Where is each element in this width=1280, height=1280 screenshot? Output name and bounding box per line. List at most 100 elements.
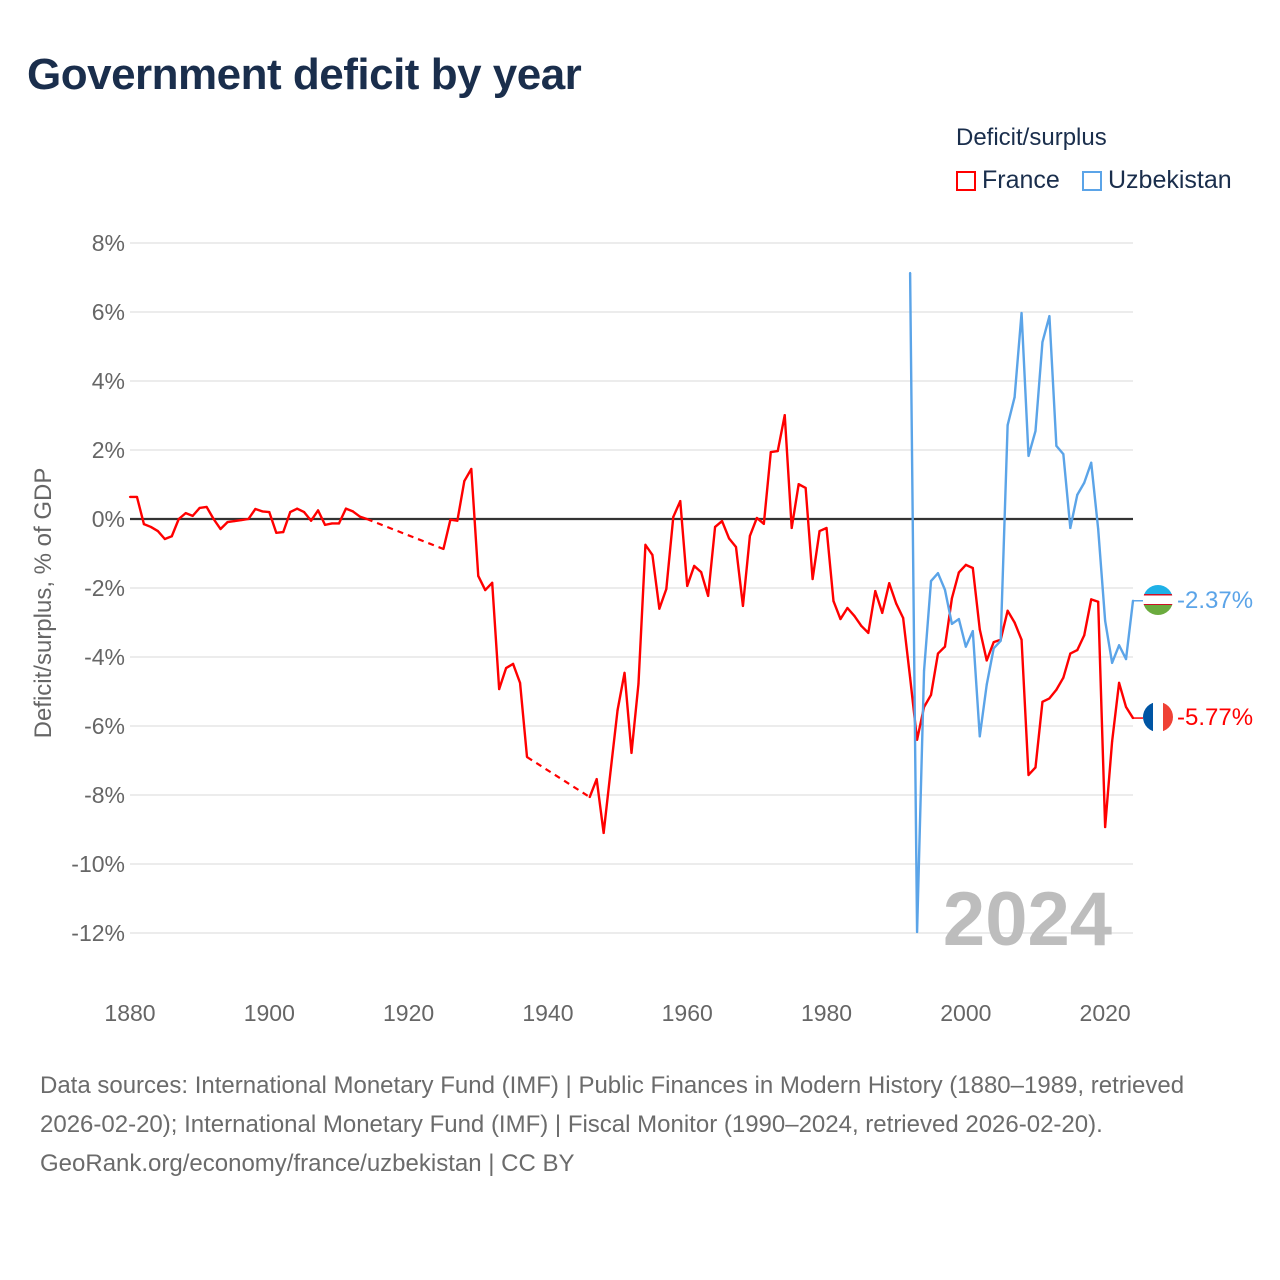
data-point-uzbekistan bbox=[929, 580, 933, 583]
data-point-france bbox=[156, 529, 159, 533]
data-point-france bbox=[588, 795, 591, 799]
data-point-france bbox=[518, 681, 522, 684]
data-point-france bbox=[456, 519, 459, 522]
data-point-uzbekistan bbox=[978, 735, 981, 738]
source-credit-link[interactable]: GeoRank.org/economy/france/uzbekistan | … bbox=[40, 1150, 575, 1177]
data-point-france bbox=[344, 507, 348, 510]
legend-label-france: France bbox=[982, 166, 1060, 194]
data-point-uzbekistan bbox=[1055, 444, 1058, 447]
data-point-france bbox=[254, 507, 257, 511]
data-point-france bbox=[888, 582, 891, 585]
data-point-france bbox=[971, 566, 974, 570]
data-point-france bbox=[1131, 716, 1135, 720]
data-point-france bbox=[707, 594, 710, 598]
data-point-france bbox=[1006, 609, 1009, 612]
data-point-france bbox=[755, 516, 758, 520]
data-point-france bbox=[769, 450, 772, 454]
data-point-france bbox=[1069, 652, 1072, 655]
data-point-france bbox=[867, 631, 870, 634]
x-tick-label: 1980 bbox=[801, 1000, 852, 1026]
footer: Data sources: International Monetary Fun… bbox=[40, 1066, 1240, 1183]
data-point-france bbox=[296, 507, 299, 510]
data-point-france bbox=[358, 515, 361, 518]
data-point-france bbox=[679, 499, 682, 503]
x-tick-label: 1920 bbox=[383, 1000, 434, 1026]
data-point-france bbox=[609, 769, 612, 772]
data-point-uzbekistan bbox=[992, 647, 995, 650]
data-point-france bbox=[491, 581, 494, 584]
data-point-uzbekistan bbox=[1041, 340, 1044, 344]
data-point-france bbox=[762, 522, 765, 525]
data-point-france bbox=[651, 553, 654, 556]
data-point-france bbox=[205, 505, 208, 509]
data-point-france bbox=[163, 537, 166, 541]
legend-item-france[interactable]: France bbox=[956, 166, 1060, 195]
data-point-france bbox=[595, 778, 598, 781]
data-point-france bbox=[240, 518, 243, 522]
data-point-france bbox=[929, 693, 933, 697]
data-point-uzbekistan bbox=[1048, 315, 1051, 318]
data-point-france bbox=[233, 519, 236, 523]
data-point-uzbekistan bbox=[1083, 481, 1086, 484]
data-point-france bbox=[261, 510, 264, 513]
data-point-france bbox=[644, 543, 647, 546]
legend-label-uzbekistan: Uzbekistan bbox=[1108, 166, 1232, 194]
data-point-france bbox=[964, 563, 967, 566]
y-axis-ticks: 8% 6% 4% 2% 0% -2% -4% -6% -8% -10% -12% bbox=[71, 230, 125, 946]
data-point-uzbekistan bbox=[922, 669, 926, 672]
data-point-uzbekistan bbox=[971, 630, 974, 633]
data-point-france bbox=[177, 517, 180, 521]
data-point-france bbox=[957, 571, 960, 574]
data-point-france bbox=[1020, 638, 1023, 641]
data-point-uzbekistan bbox=[950, 622, 954, 625]
data-point-france bbox=[1048, 697, 1051, 700]
data-point-france bbox=[902, 616, 905, 620]
x-tick-label: 1940 bbox=[522, 1000, 573, 1026]
data-point-uzbekistan bbox=[1034, 429, 1037, 433]
data-point-france bbox=[978, 628, 981, 631]
data-point-uzbekistan bbox=[1124, 657, 1128, 661]
data-point-uzbekistan bbox=[1097, 527, 1100, 531]
data-point-uzbekistan bbox=[1013, 396, 1016, 399]
data-point-france bbox=[797, 483, 800, 486]
data-point-france bbox=[1083, 634, 1086, 637]
x-tick-label: 1960 bbox=[662, 1000, 713, 1026]
legend-item-uzbekistan[interactable]: Uzbekistan bbox=[1082, 166, 1232, 195]
data-point-france bbox=[470, 467, 473, 471]
series-gap-france bbox=[366, 517, 444, 551]
data-point-france bbox=[1090, 598, 1093, 601]
data-point-france bbox=[727, 537, 731, 540]
data-point-france bbox=[602, 831, 605, 835]
legend-swatch-uzbekistan bbox=[1082, 170, 1102, 191]
data-point-france bbox=[282, 531, 285, 534]
data-point-france bbox=[337, 522, 341, 525]
data-point-france bbox=[686, 584, 689, 588]
y-tick-label: 0% bbox=[92, 506, 125, 532]
data-point-france bbox=[525, 755, 529, 759]
data-point-uzbekistan bbox=[1104, 619, 1107, 622]
data-point-france bbox=[1117, 681, 1121, 684]
data-point-france bbox=[1034, 766, 1037, 769]
data-point-uzbekistan bbox=[985, 683, 988, 686]
data-point-france bbox=[936, 652, 940, 655]
data-point-france bbox=[142, 523, 146, 526]
uzbekistan-end-label: -2.37% bbox=[1177, 587, 1253, 614]
data-point-france bbox=[992, 641, 995, 644]
y-tick-label: -6% bbox=[84, 713, 125, 739]
data-point-france bbox=[720, 519, 724, 523]
data-point-france bbox=[226, 521, 229, 524]
x-tick-label: 2020 bbox=[1080, 1000, 1131, 1026]
data-point-uzbekistan bbox=[936, 572, 940, 575]
data-point-france bbox=[219, 527, 222, 531]
y-tick-label: -12% bbox=[71, 920, 125, 946]
data-point-france bbox=[630, 751, 633, 755]
data-point-uzbekistan bbox=[1020, 311, 1023, 315]
data-point-france bbox=[846, 606, 849, 610]
data-point-uzbekistan bbox=[1111, 661, 1114, 664]
data-point-france bbox=[135, 495, 139, 499]
data-point-france bbox=[950, 597, 954, 600]
y-tick-label: -2% bbox=[84, 575, 125, 601]
data-point-france bbox=[700, 571, 703, 574]
data-point-france bbox=[463, 479, 466, 483]
y-tick-label: -8% bbox=[84, 782, 125, 808]
